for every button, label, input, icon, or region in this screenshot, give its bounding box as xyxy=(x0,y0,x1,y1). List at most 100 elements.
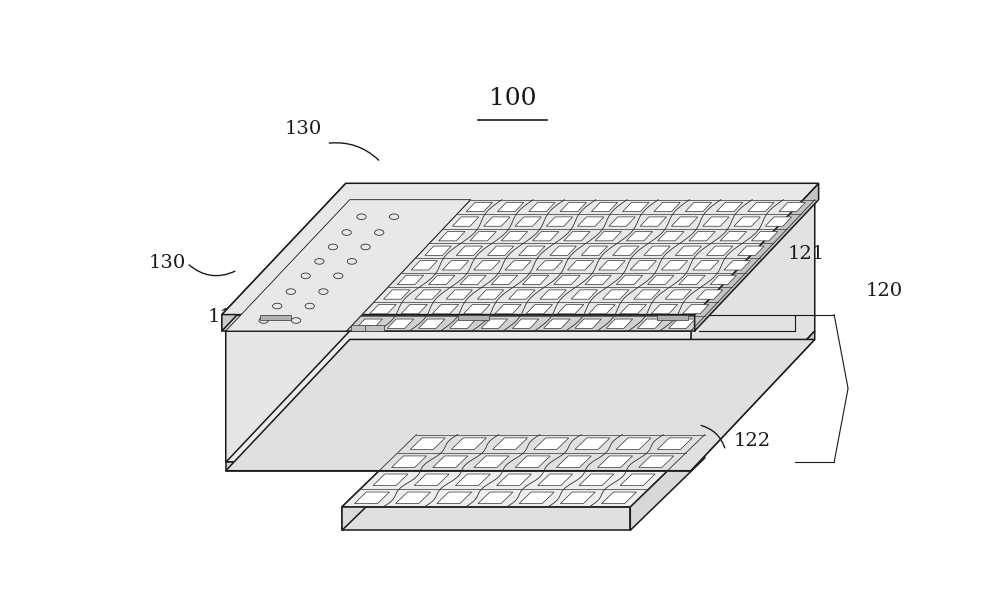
Polygon shape xyxy=(603,290,629,299)
Polygon shape xyxy=(491,275,518,284)
Polygon shape xyxy=(651,304,678,314)
Polygon shape xyxy=(648,275,674,284)
Polygon shape xyxy=(598,456,633,468)
Polygon shape xyxy=(550,246,576,255)
Polygon shape xyxy=(260,315,291,320)
Polygon shape xyxy=(450,319,476,328)
Polygon shape xyxy=(533,231,559,241)
Polygon shape xyxy=(609,217,635,226)
Polygon shape xyxy=(410,438,445,449)
Polygon shape xyxy=(384,290,410,299)
Polygon shape xyxy=(669,319,695,328)
Polygon shape xyxy=(351,325,370,331)
Polygon shape xyxy=(519,492,554,504)
Polygon shape xyxy=(544,319,570,328)
Polygon shape xyxy=(401,304,427,314)
Polygon shape xyxy=(458,315,489,320)
Polygon shape xyxy=(429,275,455,284)
Polygon shape xyxy=(613,246,639,255)
Polygon shape xyxy=(226,200,350,462)
Text: 110: 110 xyxy=(207,308,244,326)
Polygon shape xyxy=(589,304,615,314)
Polygon shape xyxy=(724,261,750,270)
Polygon shape xyxy=(455,474,490,485)
Polygon shape xyxy=(581,246,608,255)
Polygon shape xyxy=(654,202,680,212)
Polygon shape xyxy=(226,339,815,471)
Polygon shape xyxy=(546,217,573,226)
Polygon shape xyxy=(474,456,509,468)
Polygon shape xyxy=(425,246,451,255)
Polygon shape xyxy=(765,217,792,226)
Polygon shape xyxy=(370,304,396,314)
Text: 121: 121 xyxy=(788,245,825,262)
Polygon shape xyxy=(591,202,618,212)
Polygon shape xyxy=(683,304,709,314)
Polygon shape xyxy=(433,456,468,468)
Polygon shape xyxy=(568,261,594,270)
Polygon shape xyxy=(522,275,549,284)
Polygon shape xyxy=(519,246,545,255)
Polygon shape xyxy=(602,492,636,504)
Text: 100: 100 xyxy=(489,87,536,110)
Polygon shape xyxy=(481,319,507,328)
Polygon shape xyxy=(720,231,747,241)
Polygon shape xyxy=(452,217,479,226)
Text: 130: 130 xyxy=(285,121,322,138)
Polygon shape xyxy=(585,275,611,284)
Polygon shape xyxy=(554,275,580,284)
Polygon shape xyxy=(557,304,584,314)
Polygon shape xyxy=(599,261,625,270)
Polygon shape xyxy=(679,275,705,284)
Polygon shape xyxy=(536,261,563,270)
Polygon shape xyxy=(644,246,670,255)
Polygon shape xyxy=(354,492,389,504)
Polygon shape xyxy=(657,315,688,320)
Polygon shape xyxy=(501,231,528,241)
Polygon shape xyxy=(356,319,382,328)
Polygon shape xyxy=(595,231,621,241)
Polygon shape xyxy=(222,183,819,315)
Polygon shape xyxy=(493,438,528,449)
Polygon shape xyxy=(460,275,486,284)
Polygon shape xyxy=(411,261,437,270)
Polygon shape xyxy=(630,261,656,270)
Polygon shape xyxy=(634,290,660,299)
Polygon shape xyxy=(512,319,539,328)
Polygon shape xyxy=(696,290,723,299)
Polygon shape xyxy=(497,474,532,485)
Text: 120: 120 xyxy=(865,282,902,300)
Polygon shape xyxy=(748,202,774,212)
Polygon shape xyxy=(779,202,805,212)
Polygon shape xyxy=(638,319,664,328)
Polygon shape xyxy=(484,217,510,226)
Polygon shape xyxy=(695,183,819,331)
Polygon shape xyxy=(639,456,674,468)
Polygon shape xyxy=(387,319,414,328)
Polygon shape xyxy=(640,217,666,226)
Polygon shape xyxy=(556,456,591,468)
Polygon shape xyxy=(579,474,614,485)
Polygon shape xyxy=(716,202,743,212)
Polygon shape xyxy=(529,202,555,212)
Polygon shape xyxy=(495,304,521,314)
Polygon shape xyxy=(478,492,513,504)
Text: 122: 122 xyxy=(733,432,770,450)
Polygon shape xyxy=(392,456,427,468)
Polygon shape xyxy=(487,246,514,255)
Polygon shape xyxy=(751,231,778,241)
Polygon shape xyxy=(575,319,601,328)
Polygon shape xyxy=(623,202,649,212)
Polygon shape xyxy=(703,217,729,226)
Polygon shape xyxy=(626,231,653,241)
Polygon shape xyxy=(342,435,416,530)
Polygon shape xyxy=(616,275,643,284)
Polygon shape xyxy=(415,290,441,299)
Polygon shape xyxy=(477,290,504,299)
Polygon shape xyxy=(505,261,531,270)
Polygon shape xyxy=(226,200,815,331)
Polygon shape xyxy=(515,217,541,226)
Text: 130: 130 xyxy=(149,254,186,272)
Polygon shape xyxy=(661,261,688,270)
Polygon shape xyxy=(620,304,646,314)
